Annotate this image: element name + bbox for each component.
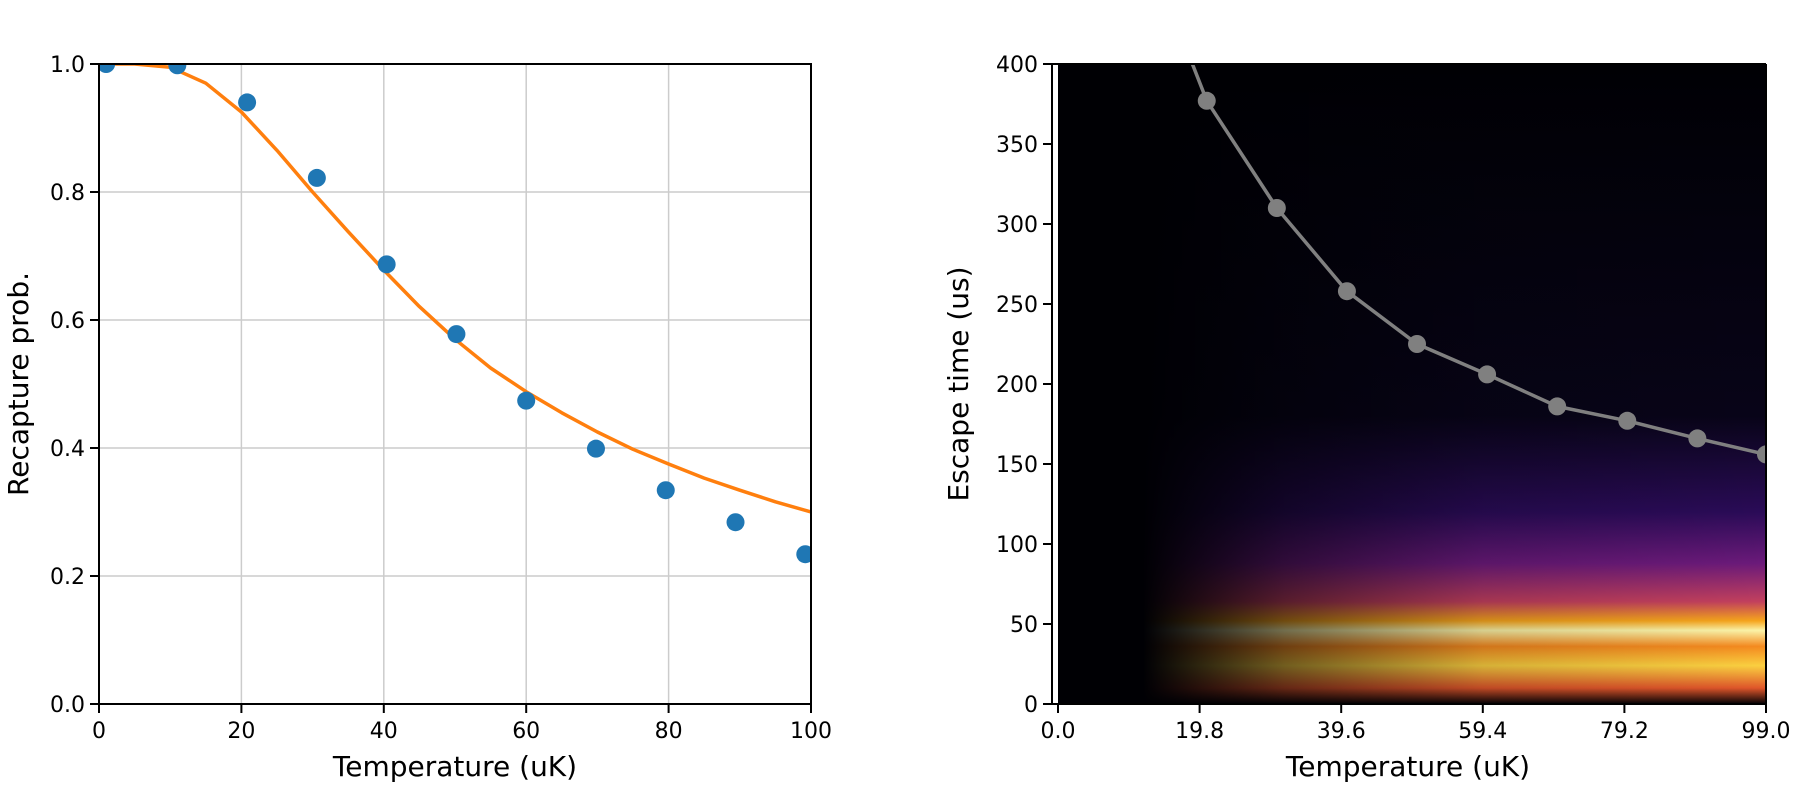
data-point	[238, 93, 257, 112]
data-point	[99, 64, 116, 73]
data-point	[517, 391, 536, 410]
data-point	[377, 255, 396, 274]
left-x-ticks: 0 20 40 60 80 100	[92, 704, 832, 744]
left-y-tick-label: 1.0	[50, 53, 85, 78]
right-y-tick-label: 0	[1024, 693, 1038, 718]
escape-time-point	[1618, 411, 1637, 430]
left-x-axis-label: Temperature (uK)	[332, 750, 577, 783]
right-y-axis-label: Escape time (us)	[942, 266, 975, 501]
left-x-tick-label: 80	[655, 719, 683, 744]
left-x-tick-label: 40	[370, 719, 398, 744]
left-y-tick-label: 0.4	[50, 437, 85, 462]
right-x-tick-label: 0.0	[1041, 719, 1076, 744]
left-gridlines	[98, 63, 812, 705]
right-x-tick-label: 19.8	[1175, 719, 1224, 744]
escape-time-panel: 0.0 19.8 39.6 59.4 79.2 99.0 0 50 100 150 200 250 3…	[942, 53, 1790, 783]
recapture-panel: 0 20 40 60 80 100 0.0 0.2 0.4 0.6 0.8 1.0 Temperat…	[2, 53, 832, 783]
right-x-axis-label: Temperature (uK)	[1285, 750, 1530, 783]
data-point	[586, 439, 605, 458]
heatmap-temperature-fade	[1058, 64, 1766, 704]
fit-curve	[99, 64, 811, 514]
right-x-tick-label: 59.4	[1458, 719, 1507, 744]
escape-time-point	[1757, 445, 1766, 464]
escape-time-point	[1197, 91, 1216, 110]
escape-time-point	[1478, 365, 1497, 384]
left-y-tick-label: 0.6	[50, 309, 85, 334]
right-y-tick-label: 400	[996, 53, 1038, 78]
data-point	[307, 168, 326, 187]
left-y-axis-label: Recapture prob.	[2, 272, 35, 496]
data-point	[447, 325, 466, 344]
data-point	[656, 481, 675, 500]
data-point	[796, 545, 811, 564]
right-x-tick-label: 79.2	[1600, 719, 1649, 744]
left-y-ticks: 0.0 0.2 0.4 0.6 0.8 1.0	[50, 53, 99, 718]
escape-time-line	[1190, 64, 1766, 457]
left-x-tick-label: 0	[92, 719, 106, 744]
left-y-tick-label: 0.8	[50, 181, 85, 206]
data-points	[99, 64, 811, 564]
right-y-tick-label: 200	[996, 373, 1038, 398]
right-x-ticks: 0.0 19.8 39.6 59.4 79.2 99.0	[1041, 704, 1791, 744]
right-y-tick-label: 50	[1010, 613, 1038, 638]
right-y-tick-label: 100	[996, 533, 1038, 558]
left-y-tick-label: 0.2	[50, 565, 85, 590]
left-plot-frame	[98, 63, 812, 705]
data-point	[168, 64, 187, 75]
right-y-tick-label: 350	[996, 133, 1038, 158]
escape-time-point	[1337, 282, 1356, 301]
heatmap	[1058, 64, 1766, 704]
right-y-ticks: 0 50 100 150 200 250 300 350 400	[996, 53, 1052, 718]
right-x-tick-label: 39.6	[1317, 719, 1366, 744]
right-y-tick-label: 150	[996, 453, 1038, 478]
left-x-tick-label: 60	[512, 719, 540, 744]
escape-time-point	[1688, 429, 1707, 448]
escape-time-point	[1267, 199, 1286, 217]
escape-time-point	[1408, 335, 1427, 353]
escape-time-point	[1548, 397, 1567, 416]
left-x-tick-label: 100	[790, 719, 832, 744]
right-x-tick-label: 99.0	[1742, 719, 1791, 744]
escape-time-curve	[1190, 64, 1766, 464]
left-y-tick-label: 0.0	[50, 693, 85, 718]
left-x-tick-label: 20	[227, 719, 255, 744]
right-y-tick-label: 250	[996, 293, 1038, 318]
right-y-tick-label: 300	[996, 213, 1038, 238]
fit-line	[99, 64, 811, 514]
data-point	[726, 513, 745, 532]
